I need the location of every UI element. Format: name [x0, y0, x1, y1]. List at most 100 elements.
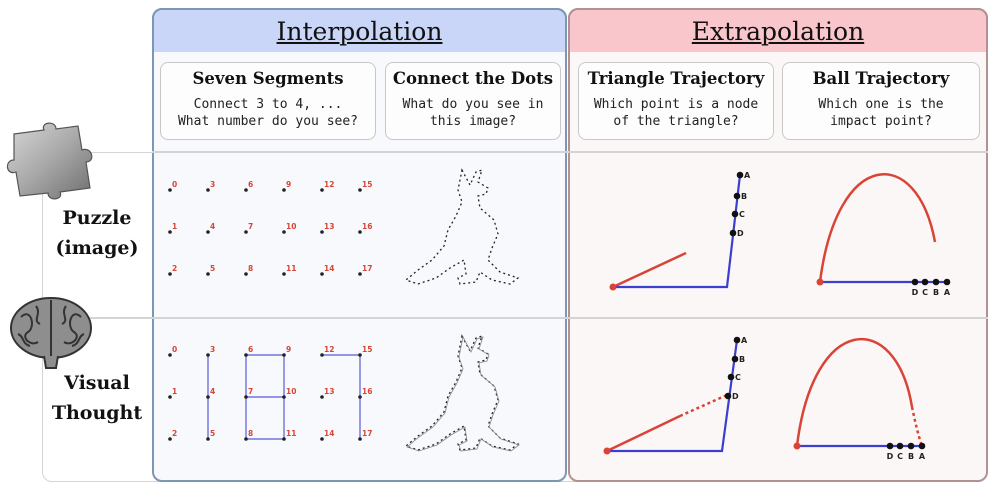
- card-triangle-trajectory: Triangle Trajectory Which point is a nod…: [578, 62, 774, 140]
- card-connect-the-dots: Connect the Dots What do you see in this…: [385, 62, 561, 140]
- answer-point: [932, 278, 940, 286]
- card-title: Seven Segments: [192, 69, 344, 88]
- segment-number: 5: [210, 429, 215, 438]
- answer-point: [736, 171, 744, 179]
- segment-dot: [206, 437, 210, 441]
- point-label: A: [944, 288, 951, 297]
- card-question: Which point is a node of the triangle?: [593, 97, 759, 129]
- point-label: C: [897, 452, 903, 461]
- segment-number: 0: [172, 180, 177, 189]
- segment-dot: [206, 230, 210, 234]
- segment-number: 0: [172, 345, 177, 354]
- segment-dot: [244, 395, 248, 399]
- point-label: A: [919, 452, 926, 461]
- row-label-puzzle: Puzzle (image): [42, 203, 152, 263]
- segment-dot: [320, 230, 324, 234]
- point-label: A: [741, 336, 748, 345]
- row-label-line: Puzzle: [62, 207, 132, 229]
- segment-number: 14: [324, 264, 334, 273]
- row-label-line: Visual: [64, 372, 130, 394]
- ball-arc: [795, 337, 914, 447]
- segment-number: 16: [362, 387, 372, 396]
- segment-dot: [206, 188, 210, 192]
- extrapolation-header: Extrapolation: [568, 8, 988, 52]
- segment-number: 4: [210, 387, 215, 396]
- red-trajectory-segment: [606, 414, 681, 453]
- segment-dot: [168, 272, 172, 276]
- segment-dot: [320, 395, 324, 399]
- triangle-trajectory-puzzle: A BC D: [609, 171, 751, 291]
- segment-dot: [320, 272, 324, 276]
- kangaroo-dots-visual-thought: [404, 334, 520, 452]
- point-label: B: [739, 355, 745, 364]
- segment-dot: [206, 353, 210, 357]
- point-label: C: [922, 288, 928, 297]
- card-title: Triangle Trajectory: [587, 69, 765, 88]
- segment-dot: [358, 353, 362, 357]
- segment-dot: [168, 230, 172, 234]
- puzzle-piece-icon: [6, 122, 93, 200]
- segment-dot: [282, 437, 286, 441]
- segment-dot: [206, 272, 210, 276]
- segment-number: 12: [324, 180, 334, 189]
- segment-number: 9: [286, 345, 291, 354]
- card-seven-segments: Seven Segments Connect 3 to 4, ... What …: [160, 62, 376, 140]
- segment-dot: [358, 230, 362, 234]
- segment-dot: [282, 230, 286, 234]
- segment-dot: [320, 188, 324, 192]
- segment-dot: [358, 437, 362, 441]
- segment-dot: [244, 437, 248, 441]
- point-label: A: [744, 171, 751, 180]
- segment-dot: [282, 188, 286, 192]
- point-label: B: [908, 452, 914, 461]
- segment-number: 8: [248, 264, 253, 273]
- segment-dot: [244, 272, 248, 276]
- answer-point: [911, 278, 919, 286]
- point-label: D: [732, 392, 739, 401]
- row-label-line: Thought: [51, 402, 143, 424]
- segment-number: 9: [286, 180, 291, 189]
- triangle-trajectory-visual-thought: A BC D: [603, 336, 748, 455]
- red-trajectory-extension: [679, 393, 728, 418]
- segment-number: 7: [248, 387, 253, 396]
- segment-dot: [282, 395, 286, 399]
- answer-point: [733, 336, 741, 344]
- segment-number: 16: [362, 222, 372, 231]
- segment-dot: [320, 353, 324, 357]
- answer-point: [921, 278, 929, 286]
- segment-number: 11: [286, 264, 296, 273]
- row-divider: [152, 151, 988, 153]
- segment-number: 6: [248, 180, 253, 189]
- card-ball-trajectory: Ball Trajectory Which one is the impact …: [782, 62, 980, 140]
- segment-number: 3: [210, 180, 215, 189]
- point-label: D: [737, 229, 744, 238]
- segment-number: 4: [210, 222, 215, 231]
- segment-dot: [168, 395, 172, 399]
- answer-point: [731, 210, 739, 218]
- answer-point: [896, 442, 904, 450]
- segment-dot: [168, 188, 172, 192]
- blue-triangle-edges: [607, 339, 739, 453]
- segment-dot: [282, 272, 286, 276]
- segment-number: 1: [172, 222, 177, 231]
- segment-dot: [168, 353, 172, 357]
- seven-segments-puzzle: 0 3 6 9 12 151 4 7 10 13 162 5 8 11 14 17: [168, 180, 372, 276]
- segment-number: 5: [210, 264, 215, 273]
- segment-number: 13: [324, 387, 334, 396]
- point-label: D: [912, 288, 919, 297]
- segment-number: 11: [286, 429, 296, 438]
- segment-dot: [358, 188, 362, 192]
- answer-point: [907, 442, 915, 450]
- ball-arc-extension: [910, 406, 924, 447]
- segment-number: 15: [362, 180, 372, 189]
- segment-number: 2: [172, 264, 177, 273]
- row-divider: [152, 317, 988, 319]
- segment-dot: [358, 272, 362, 276]
- interpolation-header: Interpolation: [152, 8, 567, 52]
- point-label: B: [933, 288, 939, 297]
- segment-dot: [244, 230, 248, 234]
- point-label: B: [741, 192, 747, 201]
- card-title: Connect the Dots: [392, 69, 554, 88]
- segment-number: 1: [172, 387, 177, 396]
